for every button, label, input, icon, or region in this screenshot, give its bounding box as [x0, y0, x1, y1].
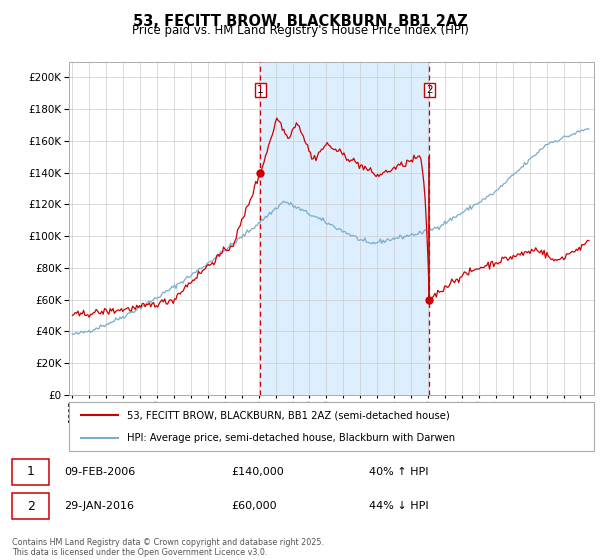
Bar [260, 62, 430, 395]
FancyBboxPatch shape [69, 402, 594, 451]
Text: 1: 1 [257, 85, 263, 95]
Text: £60,000: £60,000 [231, 501, 277, 511]
Text: 09-FEB-2006: 09-FEB-2006 [64, 466, 135, 477]
Text: HPI: Average price, semi-detached house, Blackburn with Darwen: HPI: Average price, semi-detached house,… [127, 433, 455, 444]
Text: Price paid vs. HM Land Registry's House Price Index (HPI): Price paid vs. HM Land Registry's House … [131, 24, 469, 37]
Text: 1: 1 [27, 465, 35, 478]
Text: 29-JAN-2016: 29-JAN-2016 [64, 501, 134, 511]
Text: 44% ↓ HPI: 44% ↓ HPI [369, 501, 429, 511]
Text: 2: 2 [426, 85, 433, 95]
Text: £140,000: £140,000 [231, 466, 284, 477]
Text: 40% ↑ HPI: 40% ↑ HPI [369, 466, 428, 477]
Text: Contains HM Land Registry data © Crown copyright and database right 2025.
This d: Contains HM Land Registry data © Crown c… [12, 538, 324, 557]
Text: 2: 2 [27, 500, 35, 512]
FancyBboxPatch shape [12, 493, 49, 519]
FancyBboxPatch shape [12, 459, 49, 484]
Text: 53, FECITT BROW, BLACKBURN, BB1 2AZ: 53, FECITT BROW, BLACKBURN, BB1 2AZ [133, 14, 467, 29]
Text: 53, FECITT BROW, BLACKBURN, BB1 2AZ (semi-detached house): 53, FECITT BROW, BLACKBURN, BB1 2AZ (sem… [127, 410, 449, 421]
